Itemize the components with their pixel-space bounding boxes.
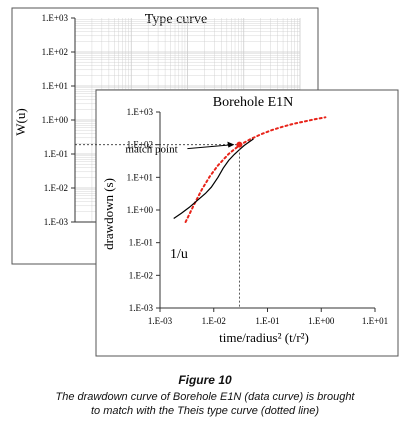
plot-overlay: match point bbox=[75, 116, 327, 308]
match-point-arrow-head bbox=[227, 141, 235, 148]
borehole-y-tick-label: 1.E-01 bbox=[129, 238, 153, 248]
match-point-marker bbox=[236, 141, 243, 148]
borehole-x-axis-label: time/radius² (t/r²) bbox=[219, 330, 309, 345]
borehole-y-tick-label: 1.E-02 bbox=[129, 270, 153, 280]
borehole-x-tick-label: 1.E-01 bbox=[255, 316, 279, 326]
type-curve-y-tick-label: 1.E+02 bbox=[42, 47, 68, 57]
borehole-y-tick-label: 1.E-03 bbox=[129, 303, 154, 313]
type-curve-y-tick-label: 1.E+03 bbox=[42, 13, 69, 23]
borehole-frame bbox=[95, 89, 399, 357]
borehole-x-tick-label: 1.E-02 bbox=[202, 316, 226, 326]
borehole-x-tick-label: 1.E+00 bbox=[308, 316, 335, 326]
figure-plot: Type curve W(u) 1.E-031.E-021.E-011.E+00… bbox=[11, 7, 399, 357]
type-curve-y-tick-label: 1.E-03 bbox=[44, 217, 69, 227]
type-curve-dotted-line bbox=[184, 116, 327, 223]
borehole-x-ticks: 1.E-03 1.E-02 1.E-01 1.E+00 1.E+01 bbox=[148, 308, 388, 326]
match-point-label: match point bbox=[125, 144, 177, 156]
type-curve-y-tick-label: 1.E-01 bbox=[44, 149, 68, 159]
figure-caption-line-1: The drawdown curve of Borehole E1N (data… bbox=[55, 391, 355, 403]
figure-caption: The drawdown curve of Borehole E1N (data… bbox=[0, 390, 410, 418]
type-curve-y-axis-label: W(u) bbox=[13, 108, 28, 135]
type-curve-x-axis-label: 1/u bbox=[170, 247, 188, 262]
borehole-x-tick-label: 1.E+01 bbox=[362, 316, 388, 326]
borehole-title: Borehole E1N bbox=[213, 95, 293, 110]
borehole-y-axis-label: drawdown (s) bbox=[101, 178, 116, 250]
borehole-y-tick-label: 1.E+01 bbox=[127, 172, 153, 182]
borehole-data-curve bbox=[173, 138, 254, 219]
type-curve-y-tick-label: 1.E+01 bbox=[42, 81, 68, 91]
borehole-x-tick-label: 1.E-03 bbox=[148, 316, 173, 326]
borehole-panel: Borehole E1N drawdown (s) time/radius² (… bbox=[95, 89, 399, 357]
type-curve-y-tick-label: 1.E-02 bbox=[44, 183, 68, 193]
figure-caption-line-2: to match with the Theis type curve (dott… bbox=[90, 405, 320, 417]
match-point-arrow-shaft bbox=[187, 144, 234, 150]
borehole-y-tick-label: 1.E+00 bbox=[127, 205, 154, 215]
figure-label: Figure 10 bbox=[178, 373, 232, 387]
borehole-y-tick-label: 1.E+03 bbox=[127, 107, 154, 117]
type-curve-y-tick-label: 1.E+00 bbox=[42, 115, 69, 125]
type-curve-y-ticks: 1.E-03 1.E-02 1.E-01 1.E+00 1.E+01 1.E+02 1.E+… bbox=[42, 13, 75, 227]
